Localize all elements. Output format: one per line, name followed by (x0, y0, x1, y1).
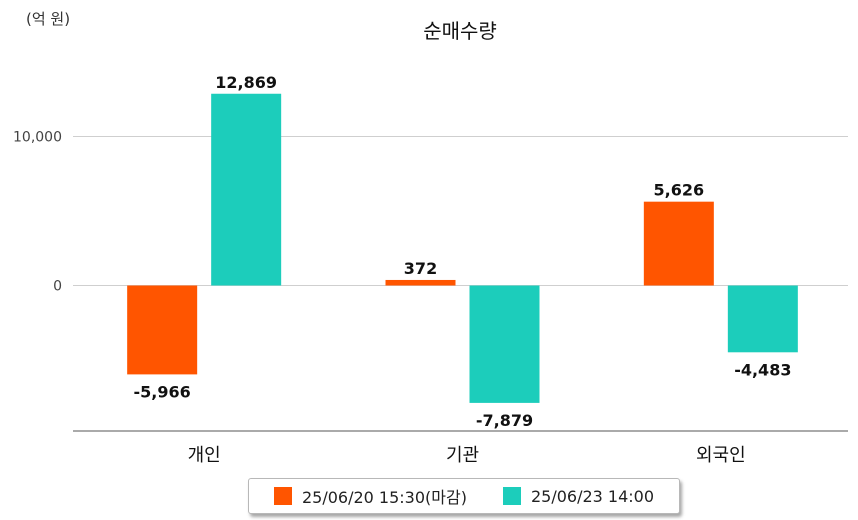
labels-layer: -5,966 12,869 개인 372 -7,879 기관 5,626 -4,483 외국인 (134, 73, 792, 466)
bar-2-2[interactable] (469, 285, 540, 403)
bar-2-1[interactable] (211, 93, 282, 286)
data-label-1-3: 5,626 (654, 181, 705, 200)
bar-2-3[interactable] (727, 285, 798, 353)
data-label-2-3: -4,483 (734, 360, 791, 379)
legend-label-series-1: 25/06/20 15:30(마감) (301, 488, 467, 507)
x-tick-label-3: 외국인 (696, 445, 746, 466)
legend: 25/06/20 15:30(마감) 25/06/23 14:00 (248, 478, 680, 514)
grid-layer: 0 10,000 (13, 130, 848, 295)
chart-title: 순매수량 (423, 19, 497, 43)
legend-label-series-2: 25/06/23 14:00 (530, 486, 655, 506)
x-tick-label-2: 기관 (446, 445, 479, 466)
bar-1-3[interactable] (643, 201, 714, 286)
y-tick-label-0: 0 (53, 279, 62, 295)
legend-swatch-series-1 (273, 487, 292, 505)
data-label-2-2: -7,879 (476, 411, 533, 430)
legend-item-series-1[interactable]: 25/06/20 15:30(마감) (273, 484, 467, 508)
y-tick-label-1: 10,000 (13, 130, 62, 146)
data-label-2-1: 12,869 (215, 73, 277, 92)
legend-swatch-series-2 (502, 487, 521, 505)
data-label-1-1: -5,966 (134, 382, 191, 401)
bar-1-1[interactable] (127, 285, 198, 375)
legend-item-series-2[interactable]: 25/06/23 14:00 (502, 486, 655, 506)
bars-layer (127, 93, 798, 403)
unit-label: (억 원) (26, 10, 70, 28)
bar-1-2[interactable] (385, 279, 456, 286)
data-label-1-2: 372 (404, 259, 437, 278)
x-tick-label-1: 개인 (188, 445, 221, 466)
